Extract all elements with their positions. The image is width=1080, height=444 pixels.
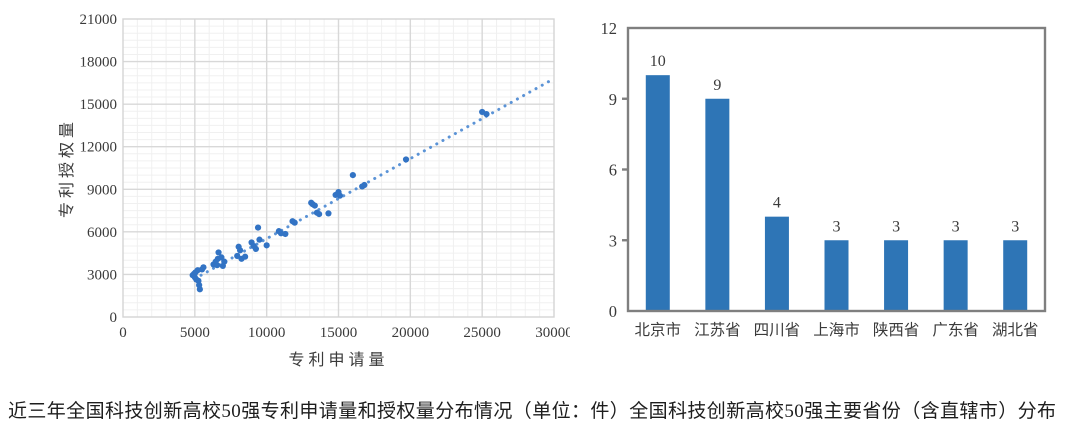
- x-axis-title: 专利申请量: [288, 351, 388, 369]
- bar-value-label: 3: [1011, 218, 1019, 235]
- scatter-point: [402, 156, 410, 163]
- y-tick-label: 15000: [80, 97, 118, 113]
- y-tick-label: 12: [601, 19, 618, 38]
- x-category-label: 湖北省: [992, 321, 1039, 339]
- bar: [943, 240, 968, 311]
- scatter-point: [200, 264, 207, 271]
- scatter-point: [196, 286, 203, 293]
- y-tick-label: 9: [609, 90, 617, 109]
- scatter-point: [214, 262, 221, 269]
- scatter-point: [221, 258, 228, 265]
- x-tick-label: 10000: [248, 325, 286, 341]
- scatter-point: [256, 236, 263, 243]
- x-tick-label: 20000: [392, 325, 430, 341]
- scatter-point: [252, 245, 259, 252]
- scatter-point: [483, 110, 490, 118]
- bar-value-label: 3: [892, 218, 900, 235]
- y-tick-label: 12000: [80, 140, 118, 156]
- y-tick-label: 3: [609, 231, 617, 250]
- bar: [884, 240, 909, 311]
- x-category-label: 江苏省: [694, 321, 741, 339]
- y-tick-label: 3000: [87, 267, 117, 283]
- x-category-label: 陕西省: [873, 321, 920, 339]
- bar-value-label: 4: [773, 195, 781, 212]
- plot-border: [122, 18, 555, 318]
- scatter-point: [361, 181, 368, 189]
- scatter-point: [282, 230, 289, 238]
- x-category-label: 上海市: [813, 321, 860, 339]
- scatter-point: [263, 242, 270, 249]
- scatter-point: [316, 211, 323, 218]
- bar-value-label: 9: [713, 77, 721, 94]
- scatter-point: [349, 171, 356, 179]
- scatter-point: [291, 219, 298, 226]
- y-tick-label: 0: [609, 302, 617, 321]
- scatter-point: [242, 253, 249, 260]
- scatter-point: [254, 224, 262, 231]
- scatter-point: [215, 249, 222, 256]
- y-tick-label: 6000: [87, 225, 117, 241]
- y-tick-label: 21000: [80, 12, 118, 28]
- scatter-chart: 0 3000 6000 9000 12000 15000 18000 21000 0 5000 10…: [58, 12, 570, 369]
- bar-chart: 10 北京市 9 江苏省 4 四川省 3 上海市 3 陕西省 3 广东省 3 湖北省 0 3 6 9 12: [601, 19, 1047, 339]
- x-tick-label: 0: [119, 325, 127, 341]
- x-tick-label: 15000: [320, 325, 358, 341]
- x-tick-label: 30000: [535, 325, 570, 341]
- scatter-point: [311, 202, 318, 209]
- x-tick-label: 25000: [463, 325, 501, 341]
- y-tick-label: 9000: [87, 182, 117, 198]
- scatter-point: [325, 210, 332, 217]
- bar: [764, 216, 789, 311]
- bar: [1003, 240, 1028, 311]
- trend-line: [193, 77, 556, 281]
- x-category-label: 广东省: [932, 321, 979, 339]
- y-tick-label: 18000: [80, 55, 118, 71]
- scatter-point: [336, 192, 344, 199]
- bar: [645, 75, 670, 312]
- x-category-label: 北京市: [635, 321, 682, 339]
- bar: [705, 98, 730, 311]
- y-tick-label: 6: [609, 161, 617, 180]
- x-category-label: 四川省: [754, 321, 801, 339]
- bar-value-label: 3: [952, 218, 960, 235]
- bar-value-label: 3: [833, 218, 841, 235]
- bar: [824, 240, 849, 311]
- y-tick-label: 0: [110, 310, 118, 326]
- scatter-point: [236, 247, 244, 254]
- x-tick-label: 5000: [180, 325, 210, 341]
- bar-value-label: 10: [650, 53, 666, 70]
- y-axis-title: 专利授权量: [58, 118, 76, 218]
- figure-caption: 近三年全国科技创新高校50强专利申请量和授权量分布情况（单位：件）全国科技创新高…: [8, 401, 1057, 422]
